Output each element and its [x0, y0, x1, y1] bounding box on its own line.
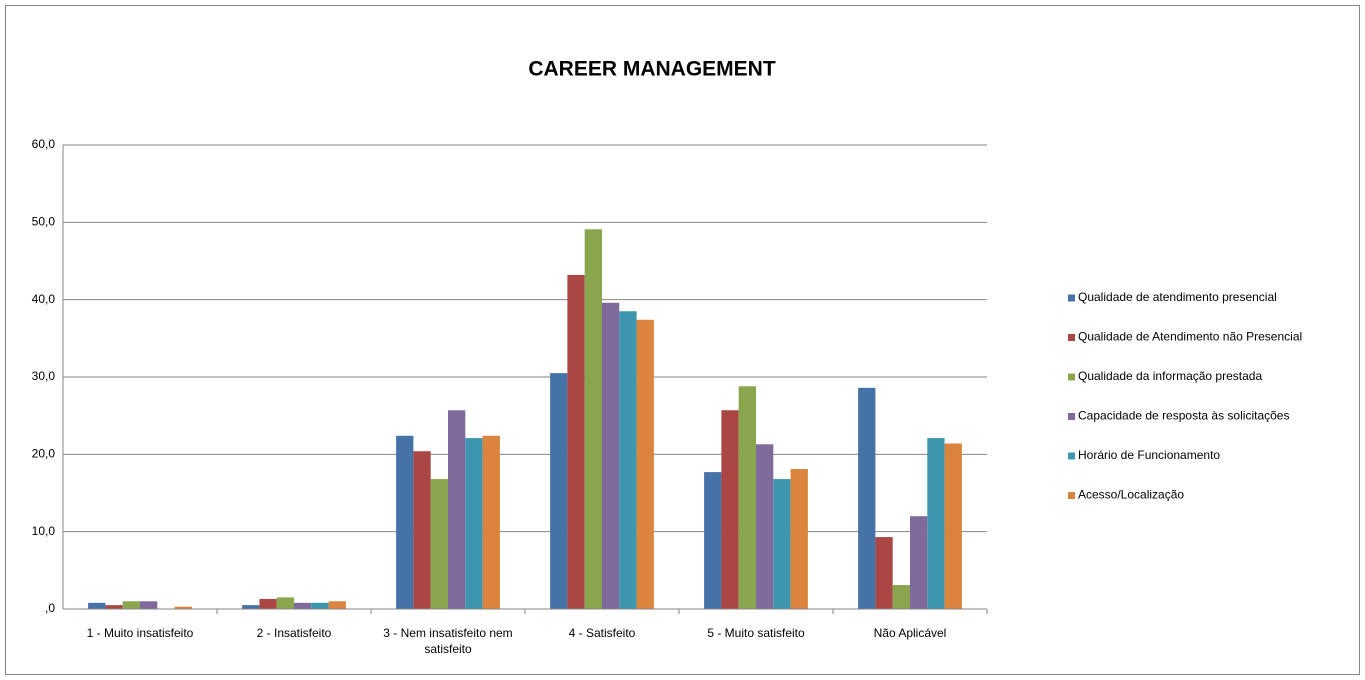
chart-title: CAREER MANAGEMENT: [528, 58, 776, 81]
y-tick-label: ,0: [45, 601, 55, 615]
chart-border: [5, 5, 1360, 675]
y-tick-label: 50,0: [32, 215, 56, 229]
legend-label: Qualidade de Atendimento não Presencial: [1078, 330, 1302, 344]
legend-label: Horário de Funcionamento: [1078, 448, 1220, 462]
legend-label: Acesso/Localização: [1078, 488, 1184, 502]
bar: [602, 302, 620, 609]
x-tick-label: 1 - Muito insatisfeito: [86, 626, 194, 640]
bar: [773, 479, 791, 609]
bar: [738, 386, 756, 609]
bar: [790, 469, 808, 609]
bar: [858, 387, 876, 609]
bar: [413, 451, 431, 609]
bar: [910, 516, 928, 609]
bar: [927, 438, 945, 609]
bar: [756, 444, 774, 609]
y-tick-label: 40,0: [32, 292, 56, 306]
bar: [430, 479, 448, 609]
legend-swatch: [1068, 452, 1075, 460]
bar: [465, 438, 483, 609]
legend-swatch: [1068, 373, 1075, 381]
bar: [242, 605, 260, 609]
x-tick-label: 5 - Muito satisfeito: [707, 626, 805, 640]
bar: [944, 443, 962, 609]
bar: [482, 435, 500, 609]
legend-swatch: [1068, 334, 1075, 341]
bar: [328, 601, 346, 609]
legend-label: Qualidade da informação prestada: [1078, 369, 1262, 383]
legend-swatch: [1068, 492, 1075, 499]
bar: [88, 602, 106, 609]
y-tick-label: 10,0: [32, 524, 56, 538]
legend-swatch: [1068, 294, 1075, 302]
bar: [567, 274, 585, 609]
bar: [875, 537, 893, 609]
bar: [619, 311, 637, 609]
bar: [276, 597, 294, 609]
bar: [550, 373, 568, 609]
bar: [892, 585, 910, 609]
y-tick-label: 60,0: [32, 137, 56, 151]
bar: [294, 602, 312, 609]
bar: [584, 229, 602, 609]
bar: [259, 598, 277, 609]
bar: [140, 601, 158, 609]
x-tick-label: 2 - Insatisfeito: [256, 626, 332, 640]
bar: [448, 410, 466, 609]
bar: [122, 601, 140, 609]
x-tick-label: 4 - Satisfeito: [568, 626, 636, 640]
bar: [636, 319, 654, 609]
bar: [174, 606, 192, 609]
x-tick-label: 3 - Nem insatisfeito nem satisfeito: [383, 626, 513, 656]
bar: [105, 605, 123, 609]
legend-label: Qualidade de atendimento presencial: [1078, 290, 1277, 304]
y-tick-label: 20,0: [32, 447, 56, 461]
legend-swatch: [1068, 413, 1075, 420]
legend-label: Capacidade de resposta às solicitações: [1078, 409, 1289, 423]
bar: [704, 472, 722, 609]
x-tick-label: Não Aplicável: [873, 626, 947, 640]
bar: [396, 435, 414, 609]
y-tick-label: 30,0: [32, 369, 56, 383]
bar: [721, 410, 739, 609]
bar: [311, 602, 329, 609]
